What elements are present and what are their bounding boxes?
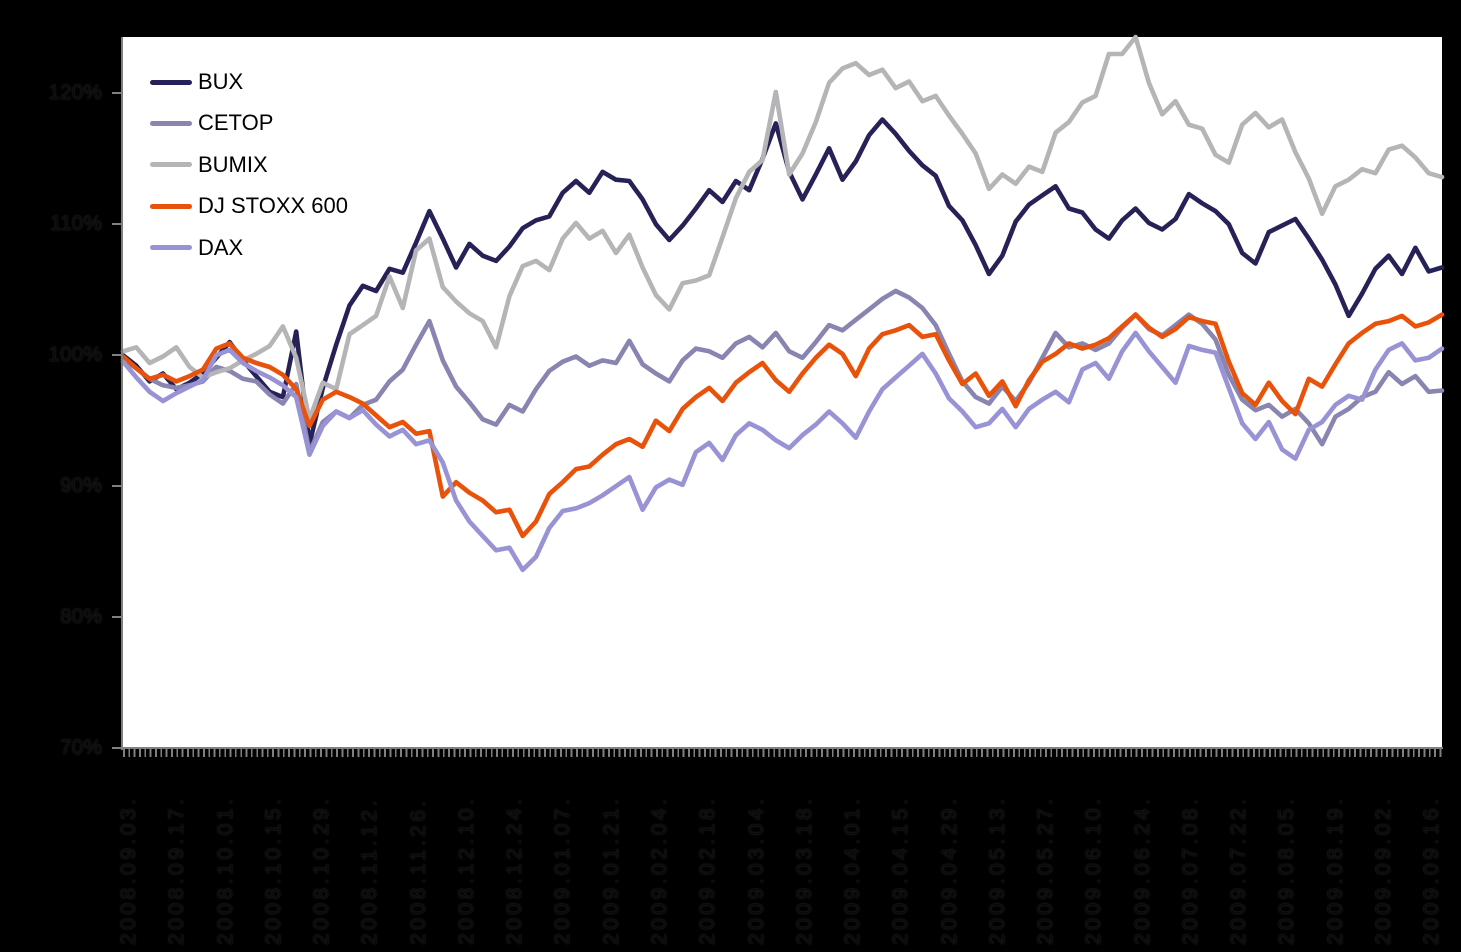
- x-axis-label: 2009.09.16.: [1420, 795, 1444, 945]
- x-axis-label: 2008.11.12.: [358, 797, 382, 945]
- legend-label-cetop: CETOP: [198, 110, 274, 136]
- y-axis-tick: [112, 485, 122, 488]
- x-axis-label: 2008.12.10.: [454, 795, 478, 945]
- x-axis-label: 2008.11.26.: [406, 797, 430, 945]
- y-axis-label: 80%: [59, 605, 102, 629]
- y-axis-label: 110%: [49, 212, 102, 236]
- x-axis-label: 2009.06.10.: [1082, 795, 1106, 945]
- y-axis-tick: [112, 616, 122, 619]
- x-axis-label: 2009.05.13.: [985, 795, 1009, 945]
- x-axis-label: 2009.08.05.: [1275, 795, 1299, 945]
- bux-line-swatch-icon: [150, 79, 192, 85]
- x-axis-label: 2009.06.24.: [1130, 795, 1154, 945]
- x-axis-label: 2008.12.24.: [503, 795, 527, 945]
- y-axis-label: 120%: [48, 81, 102, 105]
- legend-item-bux: BUX: [150, 66, 243, 98]
- x-axis-label: 2009.03.04.: [744, 795, 768, 945]
- dj-stoxx-600-line-swatch-icon: [150, 203, 192, 209]
- x-axis-label: 2009.04.01.: [841, 795, 865, 945]
- x-axis-label: 2009.03.18.: [792, 795, 816, 945]
- y-axis-tick: [112, 747, 122, 749]
- x-axis-label: 2008.10.15.: [261, 795, 285, 945]
- y-axis-tick: [112, 92, 122, 95]
- x-axis-label: 2009.01.21.: [599, 795, 623, 945]
- y-axis-label: 100%: [48, 343, 102, 367]
- series-line-dj-stoxx-600: [120, 312, 1445, 539]
- series-line-dax: [120, 330, 1445, 573]
- y-axis-tick: [112, 354, 122, 357]
- x-axis-label: 2009.05.27.: [1034, 795, 1058, 945]
- y-axis-line: [121, 37, 123, 750]
- cetop-line-swatch-icon: [150, 120, 192, 126]
- x-axis-label: 2009.07.22.: [1227, 795, 1251, 945]
- y-axis-tick: [112, 223, 122, 226]
- x-axis-label: 2009.01.07.: [551, 795, 575, 945]
- legend-item-bumix: BUMIX: [150, 149, 268, 181]
- legend-label-dax: DAX: [198, 234, 244, 260]
- x-axis-label: 2008.10.01.: [213, 795, 237, 945]
- y-axis-label: 90%: [59, 474, 102, 498]
- x-axis-line: [112, 747, 1443, 749]
- legend-item-cetop: CETOP: [150, 107, 273, 139]
- x-axis-label: 2009.04.15.: [889, 795, 913, 945]
- x-axis-label: 2009.02.18.: [696, 795, 720, 945]
- bumix-line-swatch-icon: [150, 162, 192, 168]
- x-axis-label: 2009.09.02.: [1372, 795, 1396, 945]
- y-axis-label: 70%: [59, 736, 102, 759]
- legend-item-dj-stoxx-600: DJ STOXX 600: [150, 190, 348, 222]
- x-axis-minor-ticks: [123, 749, 1443, 757]
- series-line-bux: [120, 117, 1445, 447]
- x-axis-label: 2009.07.08.: [1178, 795, 1202, 945]
- legend-item-dax: DAX: [150, 232, 243, 264]
- legend-label-dj-stoxx-600: DJ STOXX 600: [198, 193, 348, 219]
- x-axis-label: 2008.09.03.: [117, 795, 140, 945]
- x-axis-label: 2008.10.29.: [310, 795, 334, 945]
- x-axis-label: 2009.02.04.: [647, 795, 671, 945]
- legend-label-bumix: BUMIX: [198, 151, 268, 177]
- legend-label-bux: BUX: [198, 69, 244, 94]
- x-axis-label: 2009.04.29.: [937, 795, 961, 945]
- x-axis-label: 2008.09.17.: [165, 795, 189, 945]
- series-line-bumix: [120, 34, 1445, 422]
- x-axis-label: 2009.08.19.: [1323, 795, 1347, 945]
- dax-line-swatch-icon: [150, 245, 192, 251]
